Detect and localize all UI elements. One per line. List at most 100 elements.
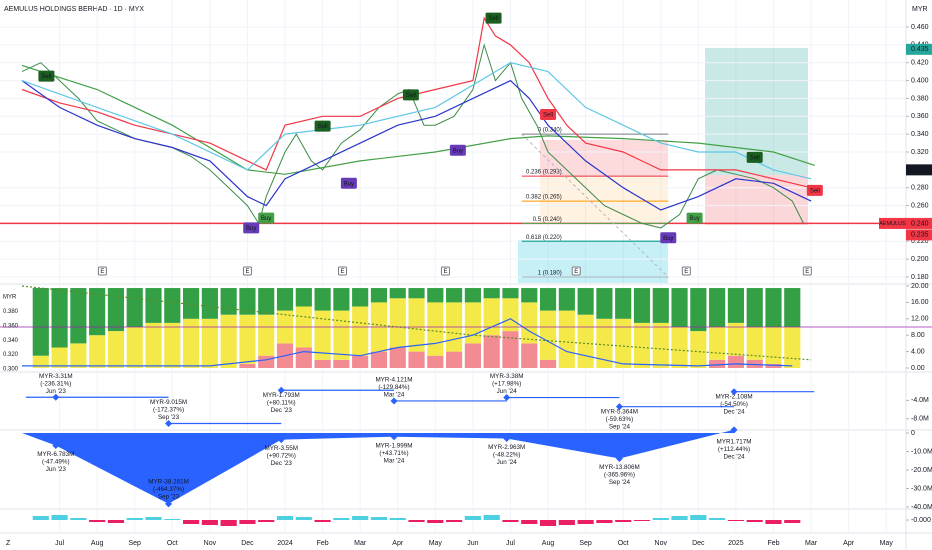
histogram-bar [427,520,444,523]
histogram-bar [314,520,331,522]
stacked-bar [464,302,481,344]
y-tick-label: -10.0M [911,448,932,455]
x-tick-label: Sep [128,540,141,547]
signal-marker [746,151,763,163]
chart-title: AEMULUS HOLDINGS BERHAD · 1D · MYX [4,6,144,13]
x-tick-label: Jun [467,540,478,547]
earnings-marker [242,266,252,276]
signal-label: Buy [689,216,699,222]
x-tick-label: Apr [843,540,855,547]
value-label: MYR-3.38M [490,373,524,380]
change-label: (+90.72%) [267,453,296,460]
histogram-bar [539,520,557,526]
signal-label: Sell [543,113,553,119]
price-badge [906,43,932,55]
stacked-bar [690,288,707,332]
price-badge-label: 0.240 [911,220,929,227]
histogram-bar [239,520,256,524]
stacked-bar [746,359,763,368]
target-zone [518,240,668,283]
value-label: MYR1.717M [717,439,752,446]
fib-label: 0.382 (0.265) [526,195,562,201]
stacked-bar [183,318,200,368]
data-point [165,500,173,508]
y-tick-label: 0 [911,430,915,437]
histogram-bar [201,520,218,525]
fib-range [521,133,669,278]
stacked-bar [51,288,68,348]
y-tick-label: 0.420 [911,60,929,67]
y-tick-label: 0.360 [911,113,929,120]
y-tick-label: 0.340 [911,131,929,138]
stacked-bar [765,363,782,368]
stacked-bar [615,318,632,368]
stacked-bar [671,288,688,327]
histogram-bar [32,516,49,520]
y-tick-label: 0.180 [911,274,929,281]
histogram-bar [107,520,125,523]
stacked-bar [502,298,519,332]
y-tick-label: 0.380 [911,95,929,102]
stacked-bar [521,302,538,344]
stacked-bar [89,288,106,336]
stacked-bar [408,351,425,368]
stacked-bar [370,288,388,303]
stacked-bar [596,318,613,368]
stacked-bar [70,343,87,368]
x-tick-label: Oct [618,540,629,547]
x-tick-label: Aug [542,540,555,547]
x-tick-label: Dec [241,540,254,547]
fib-label: 0.618 (0.220) [526,235,562,241]
value-label: MYR-3.55M [264,445,298,452]
x-tick-label: Sep [579,540,592,547]
stacked-bar [333,310,350,360]
y-tick-label: 0.400 [911,77,929,84]
histogram-bar [258,520,275,522]
signal-label: Sell [406,93,416,99]
signal-label: Sell [41,74,51,80]
stacked-bar [164,322,181,368]
stacked-bar [220,314,237,368]
stacked-bar [32,288,49,356]
earnings-marker [440,266,450,276]
histogram-bar [89,520,106,522]
change-label: (-59.63%) [606,416,634,423]
histogram-bar [446,520,463,522]
period-label: Mar '24 [384,457,405,464]
y-tick-label: 0.00 [911,365,925,372]
stacked-bar [145,288,162,323]
signal-marker [540,109,557,120]
histogram-bar [784,520,801,523]
histogram-bar [746,520,763,522]
period-label: Jun '23 [46,388,67,395]
signal-marker [660,232,677,244]
x-tick-label: Nov [655,540,668,547]
stacked-bar [70,288,87,344]
left-axis-label: 0.320 [3,352,19,358]
signal-label: Buy [261,216,271,222]
price-line [21,79,812,211]
stacked-bar [126,327,143,368]
change-label: (-129.84%) [378,384,409,391]
timezone-button[interactable]: Z [6,540,11,547]
period-label: Jun '23 [46,466,67,473]
area [22,429,734,504]
stacked-bar [765,288,782,327]
value-label: MYR-1.999M [375,442,412,449]
stop-zone [540,140,668,177]
x-tick-label: Feb [767,540,779,547]
signal-marker [243,222,260,234]
histogram-bar [633,520,651,521]
histogram-bar [671,516,688,520]
histogram-bar [464,516,481,520]
stacked-bar [333,359,350,368]
stacked-bar [352,288,369,307]
histogram-bar [652,518,669,520]
y-tick-label: 4.00 [911,348,925,355]
stacked-bar [633,322,651,368]
stacked-bar [746,288,763,327]
period-label: Sep '23 [158,414,180,421]
stacked-bar [596,288,613,319]
stacked-bar [784,288,801,327]
x-tick-label: Apr [392,540,404,547]
